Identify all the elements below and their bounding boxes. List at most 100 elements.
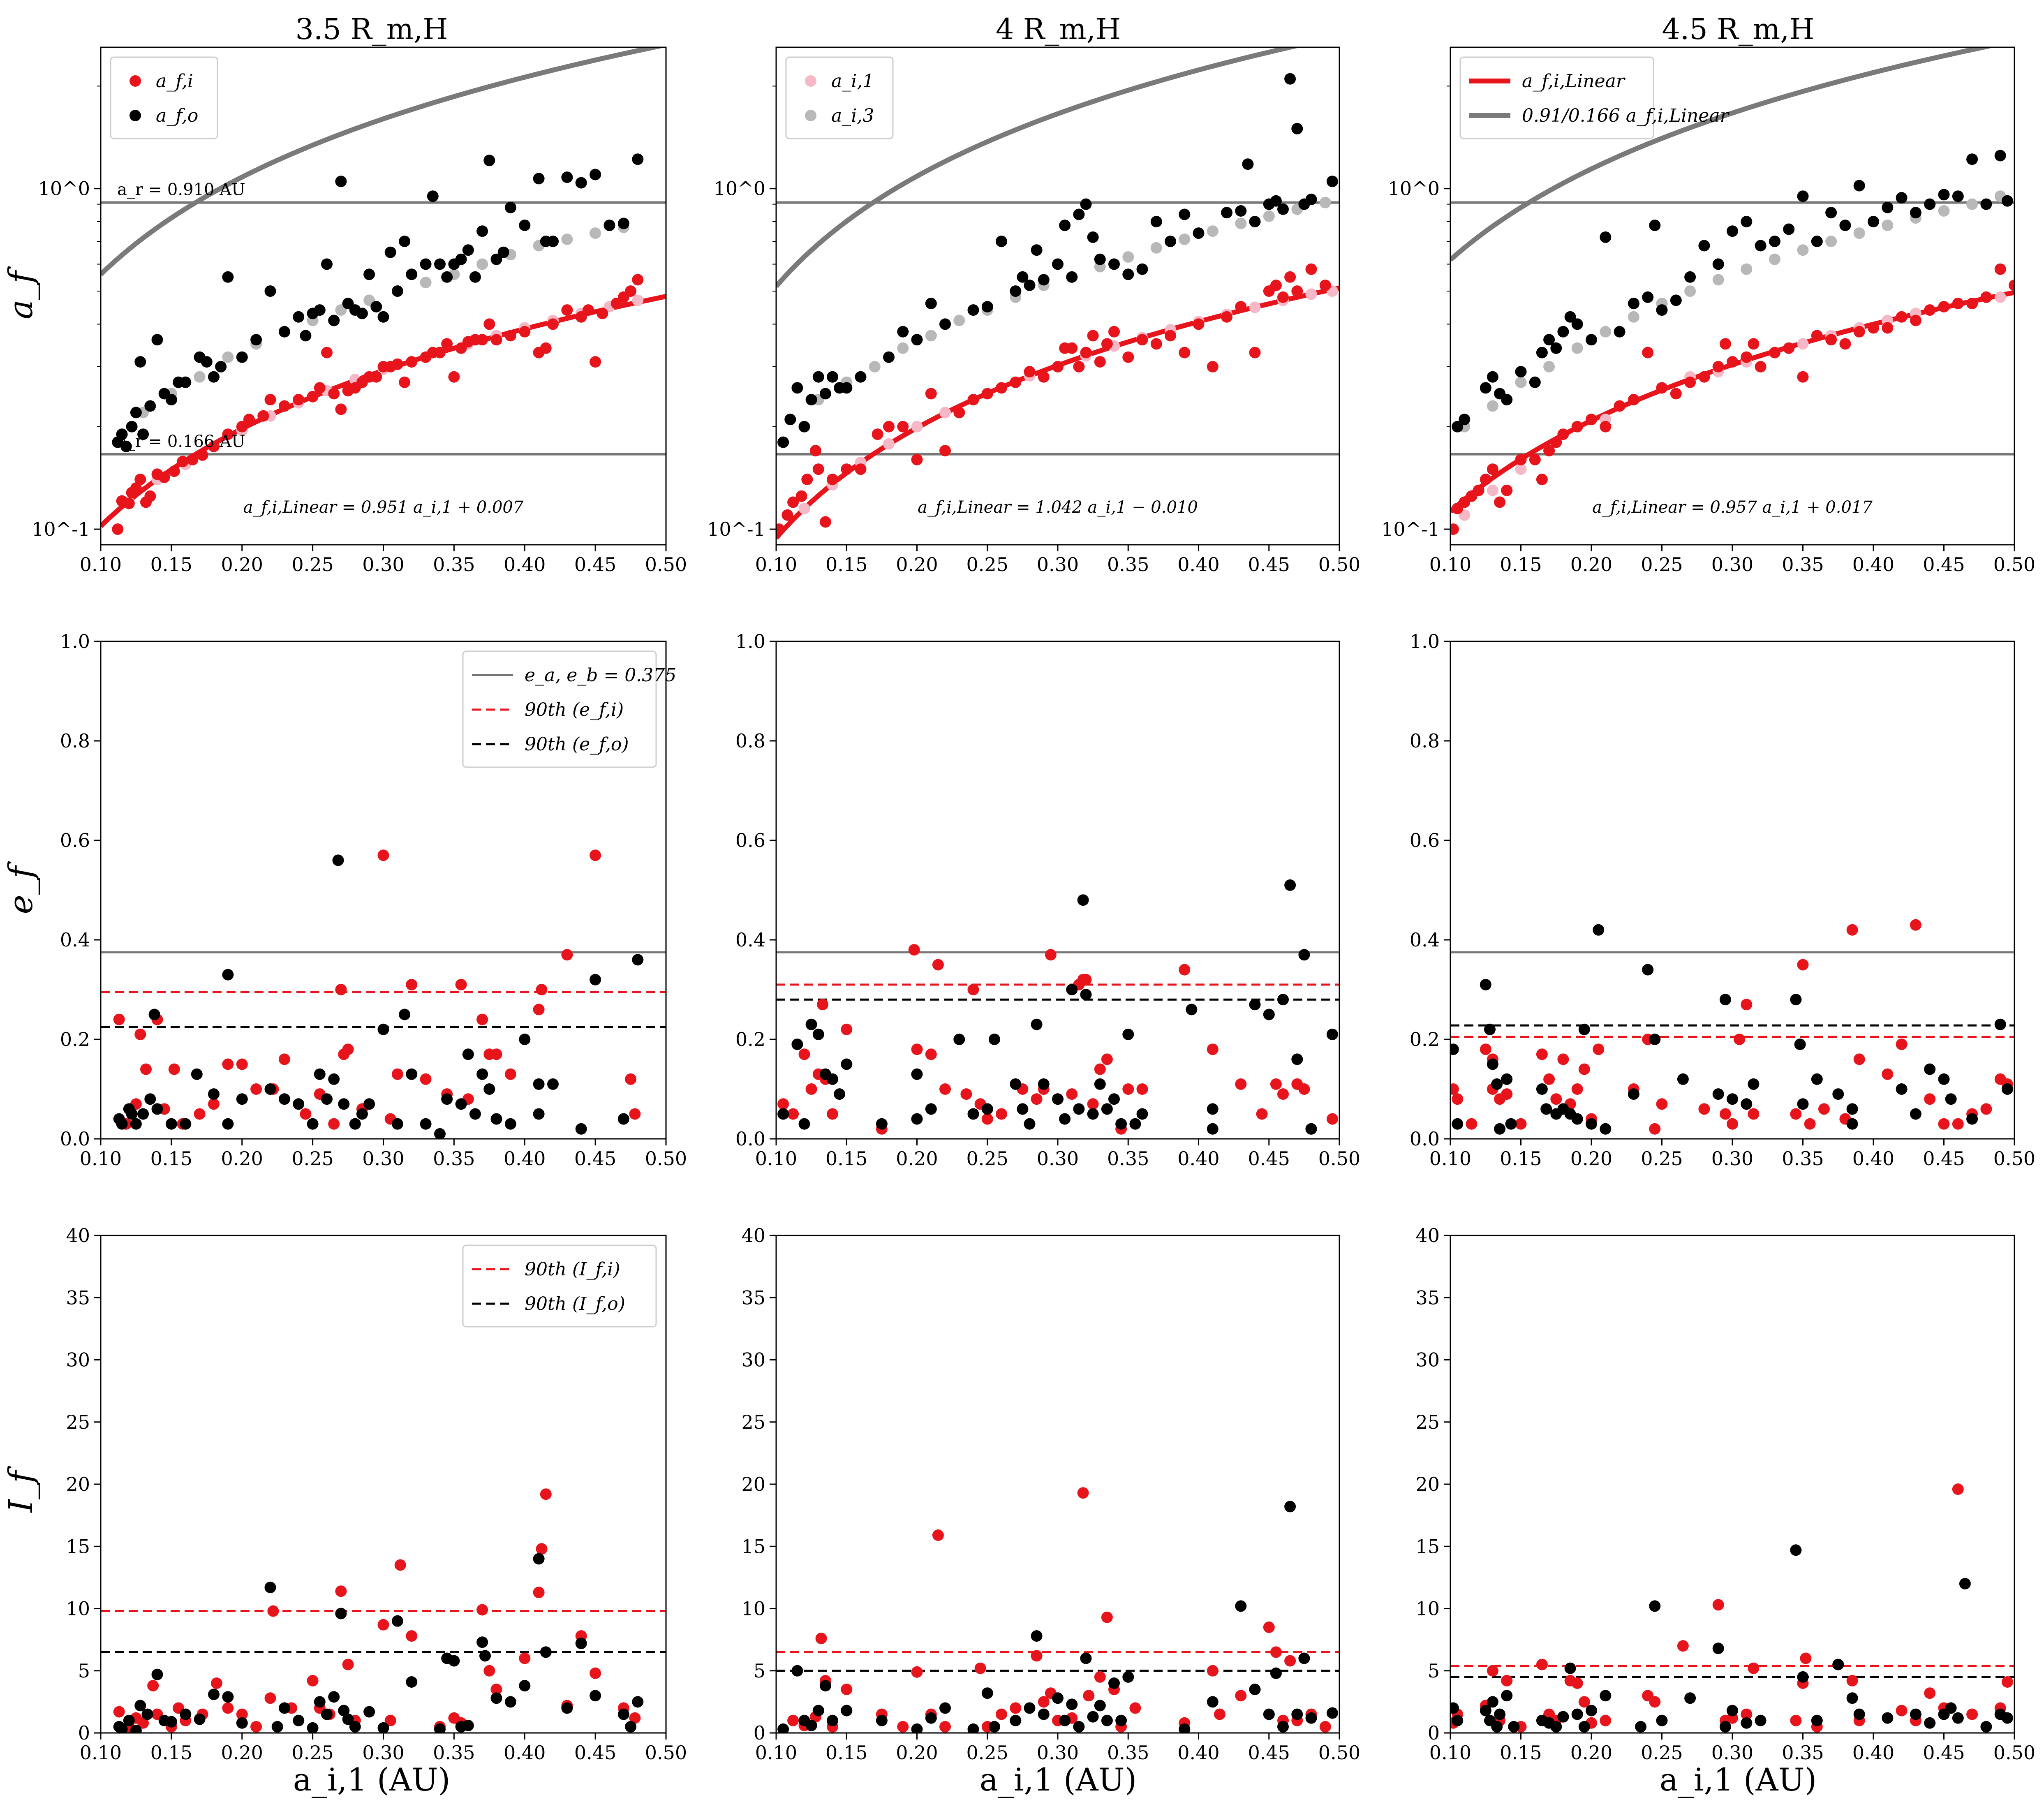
- point: [455, 979, 467, 990]
- point: [1853, 1708, 1865, 1720]
- y-tick-label: 10^-1: [32, 518, 90, 540]
- point: [278, 1053, 290, 1065]
- point: [1564, 311, 1576, 323]
- point: [787, 496, 799, 508]
- legend-marker: [129, 110, 141, 121]
- point: [1270, 1078, 1282, 1090]
- x-tick-label: 0.45: [1248, 553, 1290, 576]
- point: [1291, 1053, 1303, 1065]
- point: [420, 277, 432, 289]
- point: [925, 1103, 937, 1115]
- x-tick-label: 0.35: [1107, 553, 1149, 576]
- point: [1298, 949, 1310, 961]
- y-tick-label: 5: [78, 1660, 90, 1682]
- plot-content: [101, 47, 666, 535]
- point: [967, 304, 979, 316]
- point: [356, 308, 368, 319]
- series-i-f-i: [113, 1488, 641, 1733]
- point: [1066, 271, 1078, 283]
- xlabel-1: a_i,1 (AU): [980, 1761, 1137, 1798]
- x-tick-label: 0.25: [1641, 1742, 1683, 1764]
- point: [834, 1088, 846, 1100]
- point: [561, 304, 573, 316]
- point: [1165, 330, 1176, 342]
- point: [1741, 263, 1753, 275]
- point: [406, 1630, 418, 1642]
- point: [1059, 220, 1071, 231]
- x-tick-label: 0.10: [1429, 553, 1471, 576]
- point: [1073, 361, 1085, 372]
- x-tick-label: 0.25: [967, 1147, 1008, 1170]
- point: [406, 979, 418, 990]
- point: [1557, 326, 1569, 338]
- point: [1811, 236, 1823, 248]
- y-tick-label: 1.0: [1410, 630, 1440, 652]
- point: [1571, 421, 1583, 433]
- point: [1719, 1108, 1731, 1120]
- point: [1101, 1714, 1113, 1726]
- y-tick-label: 0.8: [735, 730, 765, 752]
- point: [911, 421, 923, 433]
- point: [777, 436, 789, 448]
- y-tick-label: 5: [1428, 1660, 1440, 1682]
- x-tick-label: 0.35: [1107, 1742, 1149, 1764]
- point: [819, 388, 831, 400]
- point: [462, 1719, 474, 1731]
- legend-entry-a-f-i: a_f,i: [129, 71, 193, 92]
- point: [1656, 382, 1668, 394]
- panel-e-3.5: 0.10 0.15 0.20 0.25 0.30 0.35 0.40 0.45 0.50 0.0 0…: [60, 630, 687, 1170]
- point: [356, 1108, 368, 1120]
- point: [391, 1118, 403, 1130]
- point: [1910, 207, 1921, 219]
- point: [841, 1705, 853, 1716]
- point: [590, 356, 601, 368]
- x-tick-label: 0.30: [1711, 1742, 1753, 1764]
- point: [483, 1083, 495, 1095]
- point: [939, 407, 951, 419]
- point: [151, 1103, 163, 1115]
- point: [1066, 1088, 1078, 1100]
- point: [1094, 1078, 1106, 1090]
- point: [1698, 371, 1710, 383]
- y-tick-label: 40: [741, 1224, 765, 1247]
- point: [177, 456, 189, 467]
- point: [1501, 484, 1513, 496]
- legend-label: 90th (I_f,i): [525, 1259, 620, 1280]
- point: [1571, 342, 1583, 354]
- point: [1649, 1034, 1661, 1045]
- y-tick-label: 35: [66, 1286, 90, 1309]
- point: [1600, 1690, 1612, 1702]
- point: [1305, 1712, 1317, 1724]
- point: [582, 304, 594, 316]
- point: [476, 1013, 488, 1025]
- point: [967, 1108, 979, 1120]
- point: [1207, 1123, 1219, 1135]
- point: [1952, 190, 1964, 202]
- point: [335, 1608, 347, 1619]
- point: [1896, 1705, 1908, 1716]
- y-tick-label: 0.8: [1410, 730, 1440, 752]
- point: [1031, 1630, 1043, 1642]
- point: [625, 1073, 637, 1085]
- point: [1748, 338, 1760, 350]
- series-a-f-i: [776, 263, 1331, 535]
- point: [1094, 253, 1106, 265]
- point: [798, 502, 810, 514]
- point: [394, 1559, 406, 1571]
- point: [328, 315, 340, 326]
- point: [1600, 326, 1612, 338]
- plot-area: [1450, 1235, 2014, 1733]
- y-tick-label: 10: [1415, 1598, 1440, 1620]
- point: [1059, 1113, 1071, 1125]
- point: [1656, 304, 1668, 316]
- point: [434, 258, 446, 270]
- point: [1938, 1118, 1950, 1130]
- x-tick-label: 0.35: [1107, 1147, 1149, 1170]
- point: [1059, 1714, 1071, 1726]
- y-tick-label: 35: [741, 1286, 765, 1309]
- point: [1066, 342, 1078, 354]
- x-tick-label: 0.40: [504, 1147, 546, 1170]
- point: [243, 414, 255, 426]
- point: [338, 1705, 350, 1716]
- y-tick-label: 20: [66, 1473, 90, 1495]
